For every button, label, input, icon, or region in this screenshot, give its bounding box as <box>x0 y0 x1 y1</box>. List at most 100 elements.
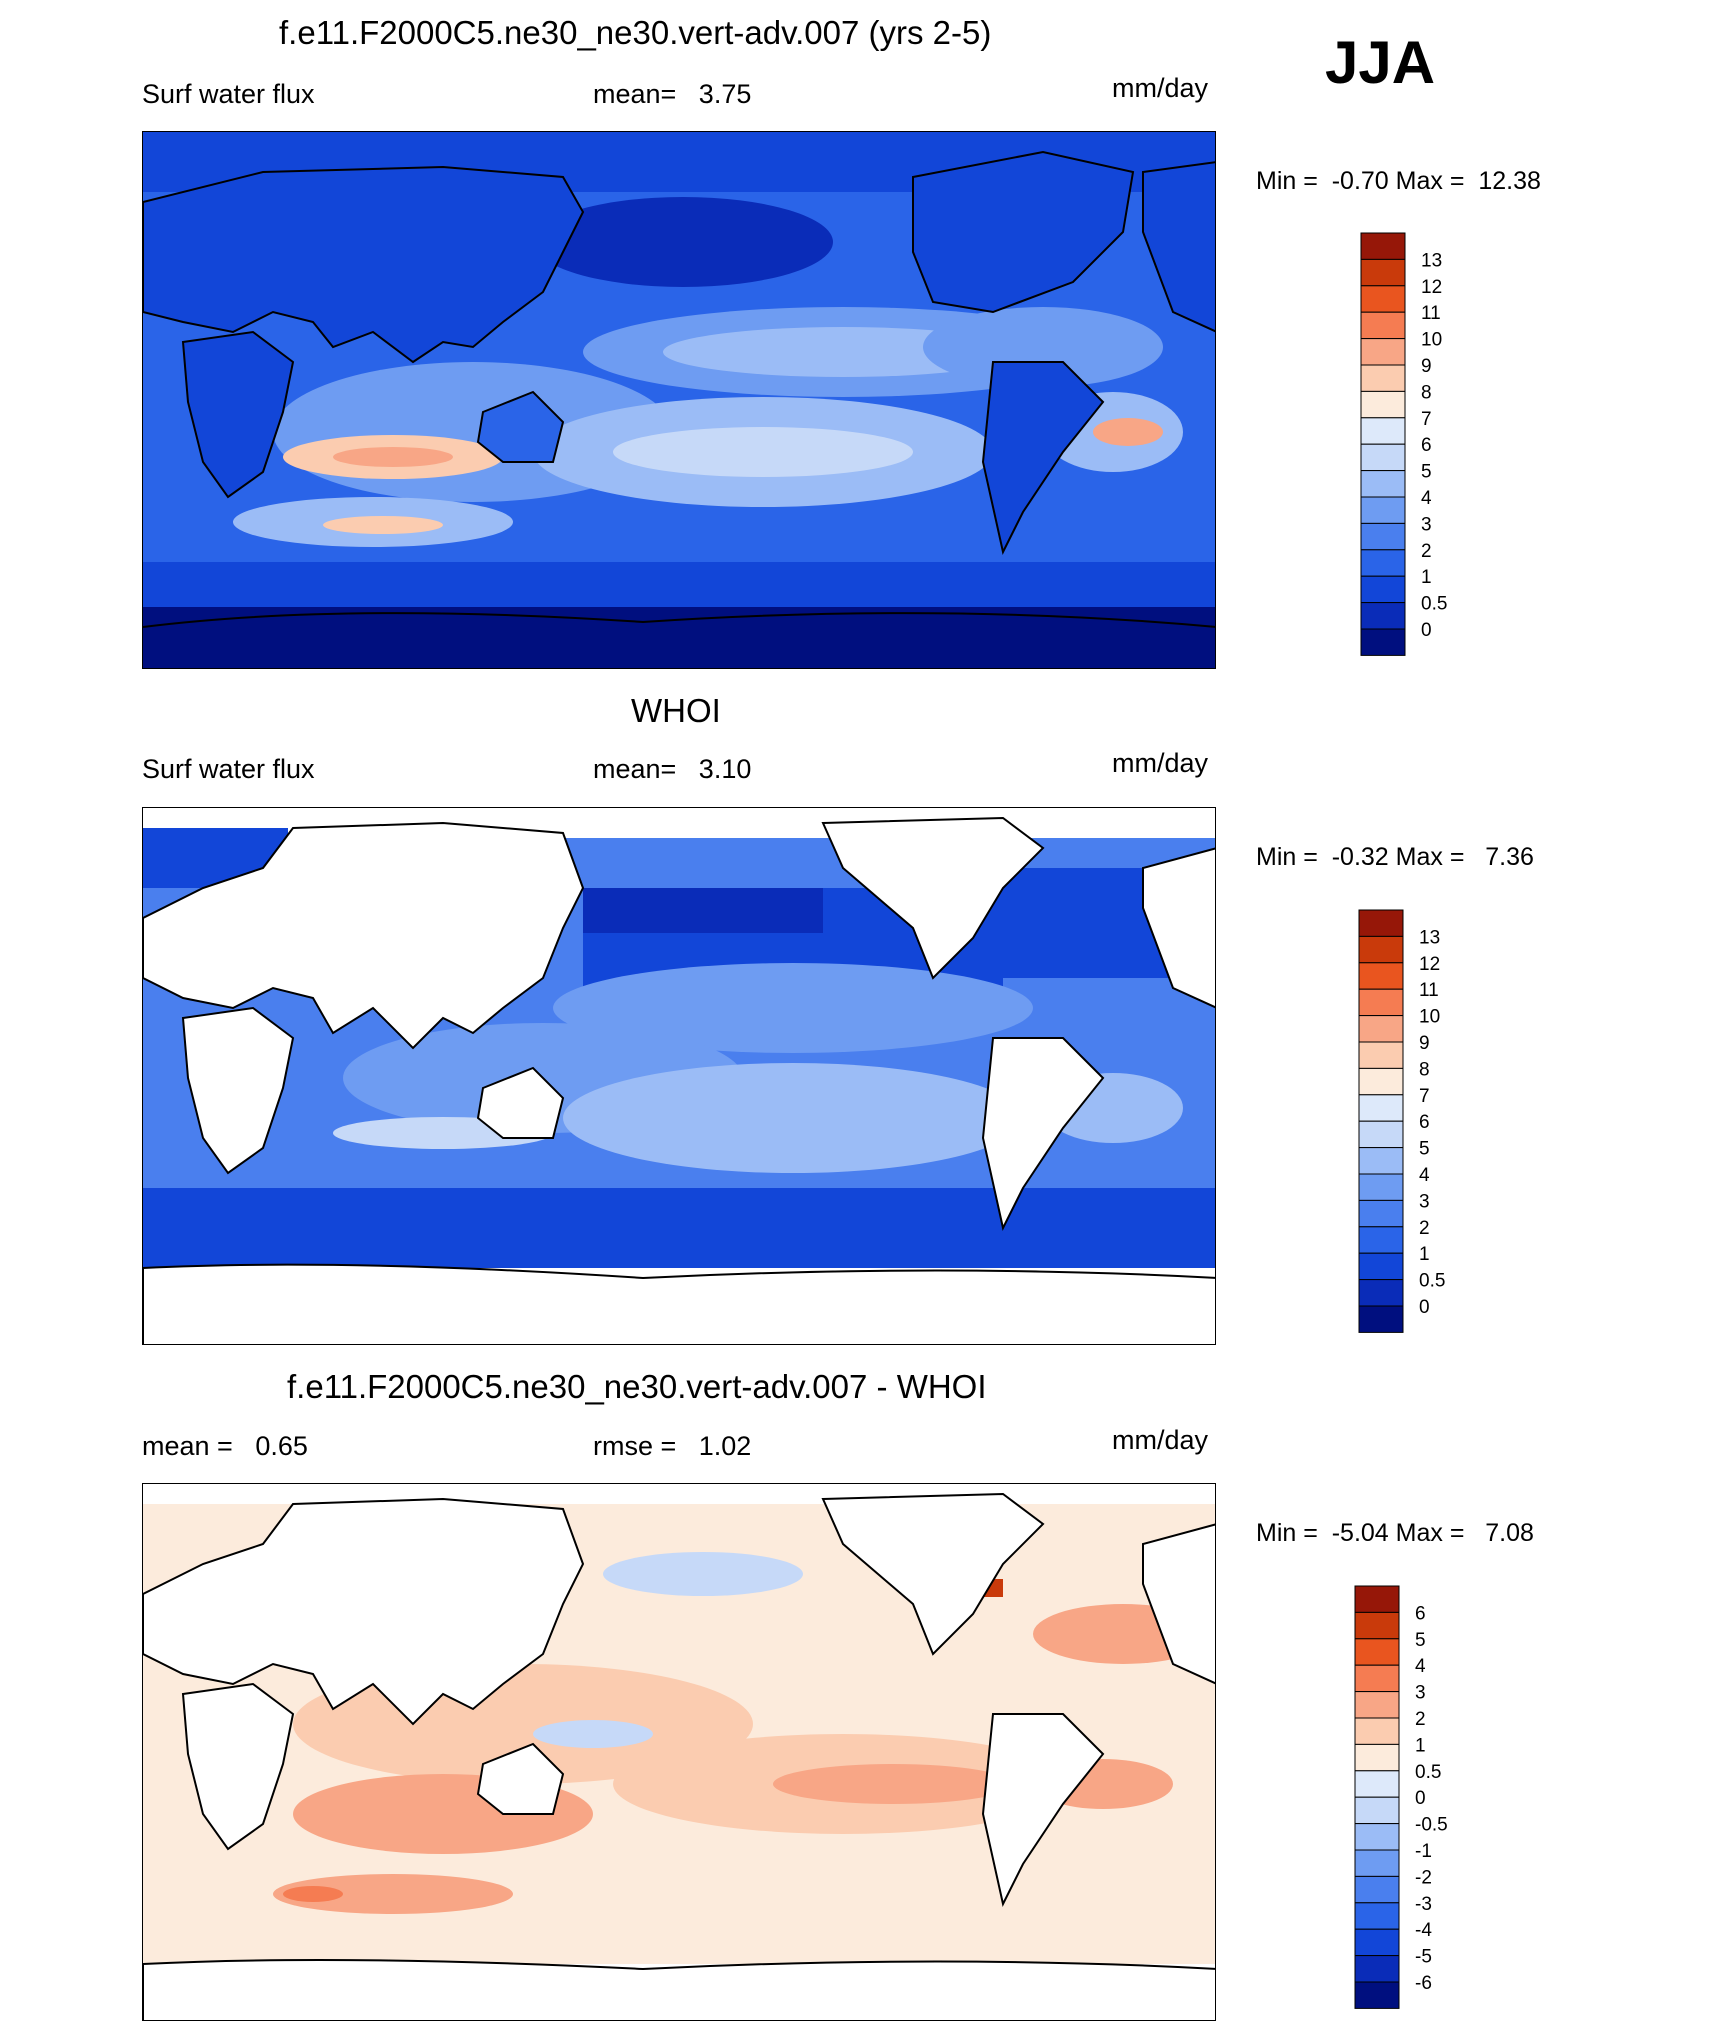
colorbar-tick-label: 11 <box>1421 303 1441 324</box>
colorbar-tick-label: -1 <box>1415 1841 1432 1862</box>
colorbar-tick-label: 12 <box>1421 277 1442 298</box>
colorbar-tick-label: -3 <box>1415 1894 1432 1915</box>
colorbar-tick-label: 13 <box>1419 927 1440 948</box>
colorbar-tick-label: 9 <box>1419 1033 1430 1054</box>
africa-outline <box>181 330 295 499</box>
colorbar-tick-label: 7 <box>1421 409 1432 430</box>
colorbar-box <box>1360 390 1406 419</box>
colorbar-box <box>1358 988 1404 1017</box>
colorbar-tick-label: 1 <box>1421 567 1432 588</box>
colorbar-box <box>1360 522 1406 551</box>
panel3-title: f.e11.F2000C5.ne30_ne30.vert-adv.007 - W… <box>287 1368 987 1405</box>
eurasia-outline <box>143 165 585 364</box>
colorbar-tick-label: 7 <box>1419 1086 1430 1107</box>
colorbar-tick-label: 8 <box>1419 1059 1430 1080</box>
colorbar-tick-label: 4 <box>1415 1656 1426 1677</box>
panel2-title: WHOI <box>631 692 721 729</box>
antarctica-outline <box>143 1263 1215 1344</box>
field-patch <box>583 888 823 933</box>
colorbar-box <box>1358 1041 1404 1069</box>
colorbar-box <box>1360 417 1406 445</box>
field-patch <box>143 607 1215 668</box>
colorbar-box <box>1360 364 1406 392</box>
colorbar-tick-label: 4 <box>1419 1165 1430 1186</box>
colorbar-box <box>1354 1955 1400 1983</box>
europe-east-outline <box>1142 847 1215 1009</box>
field-patch <box>773 1764 1013 1804</box>
colorbar-box <box>1358 1279 1404 1307</box>
panel1-left-label: Surf water flux <box>142 79 315 109</box>
field-patch <box>533 197 833 287</box>
colorbar-box <box>1360 549 1406 577</box>
panel1-title: f.e11.F2000C5.ne30_ne30.vert-adv.007 (yr… <box>279 14 992 51</box>
south-america-outline <box>981 1037 1105 1231</box>
colorbar-box <box>1358 962 1404 990</box>
colorbar-box <box>1358 1199 1404 1228</box>
colorbar-box <box>1358 935 1404 964</box>
panel3-minmax: Min = -5.04 Max = 7.08 <box>1256 1519 1534 1547</box>
field-patch <box>283 1886 343 1902</box>
colorbar-box <box>1354 1638 1400 1666</box>
europe-east-outline <box>1142 1523 1215 1685</box>
colorbar-tick-label: 6 <box>1421 435 1432 456</box>
antarctica-coast <box>143 612 1215 628</box>
colorbar-tick-label: 6 <box>1415 1603 1426 1624</box>
field-patch <box>563 1063 1023 1173</box>
north-america-outline <box>821 816 1045 980</box>
europe-east-outline <box>1142 161 1215 333</box>
field-patch <box>553 963 1033 1053</box>
colorbar-tick-label: 5 <box>1421 462 1432 483</box>
panel1-field <box>143 132 1215 668</box>
panel3-map <box>142 1483 1216 2021</box>
colorbar-box <box>1354 1875 1400 1904</box>
colorbar-tick-label: 8 <box>1421 382 1432 403</box>
panel2-minmax: Min = -0.32 Max = 7.36 <box>1256 843 1534 871</box>
colorbar-box <box>1354 1743 1400 1772</box>
panel1-mean-label: mean= 3.75 <box>593 79 752 109</box>
colorbar-box <box>1360 575 1406 604</box>
north-america-outline <box>912 150 1135 314</box>
colorbar-box <box>1360 285 1406 313</box>
colorbar-box <box>1354 1717 1400 1745</box>
colorbar-box <box>1358 1147 1404 1175</box>
eurasia-outline <box>143 1497 585 1726</box>
panel3-mean-label: mean = 0.65 <box>142 1431 308 1461</box>
south-america-outline <box>981 361 1105 555</box>
colorbar-box <box>1354 1849 1400 1877</box>
season-label: JJA <box>1325 29 1436 96</box>
panel2-map <box>142 807 1216 1345</box>
antarctica-outline <box>143 1959 1215 2020</box>
colorbar-box <box>1360 258 1406 287</box>
field-patch <box>923 307 1163 387</box>
colorbar-box <box>1358 909 1404 937</box>
colorbar-svg: 13 12 11 10 9 8 7 6 5 4 3 2 1 0.5 0 <box>1360 232 1447 656</box>
colorbar-box <box>1360 496 1406 524</box>
colorbar-tick-label: 0 <box>1419 1297 1430 1318</box>
colorbar-box <box>1360 602 1406 630</box>
colorbar-tick-label: -2 <box>1415 1867 1432 1888</box>
north-america-outline <box>821 1492 1045 1656</box>
colorbar-box <box>1354 1691 1400 1719</box>
field-patch <box>533 1720 653 1748</box>
colorbar-tick-label: -4 <box>1415 1920 1432 1941</box>
colorbar-tick-label: 2 <box>1415 1709 1426 1730</box>
colorbar-tick-label: 5 <box>1415 1630 1426 1651</box>
colorbar-box <box>1354 1823 1400 1851</box>
colorbar-tick-label: 6 <box>1419 1112 1430 1133</box>
colorbar-box <box>1354 1664 1400 1693</box>
colorbar-box <box>1354 1902 1400 1930</box>
panel3-rmse-label: rmse = 1.02 <box>593 1431 752 1461</box>
panel1-colorbar: 13 12 11 10 9 8 7 6 5 4 3 2 1 0.5 0 <box>1360 232 1481 664</box>
field-patch <box>333 447 453 467</box>
colorbar-tick-label: 0 <box>1421 620 1432 641</box>
colorbar-tick-label: 13 <box>1421 250 1442 271</box>
south-america-outline <box>981 1713 1105 1907</box>
africa-outline <box>181 1682 295 1851</box>
field-patch <box>273 1874 513 1914</box>
colorbar-box <box>1360 338 1406 366</box>
continents <box>143 150 1215 555</box>
colorbar-tick-label: 0 <box>1415 1788 1426 1809</box>
colorbar-box <box>1358 1252 1404 1281</box>
colorbar-tick-label: 0.5 <box>1421 594 1447 615</box>
colorbar-tick-label: 11 <box>1419 980 1439 1001</box>
